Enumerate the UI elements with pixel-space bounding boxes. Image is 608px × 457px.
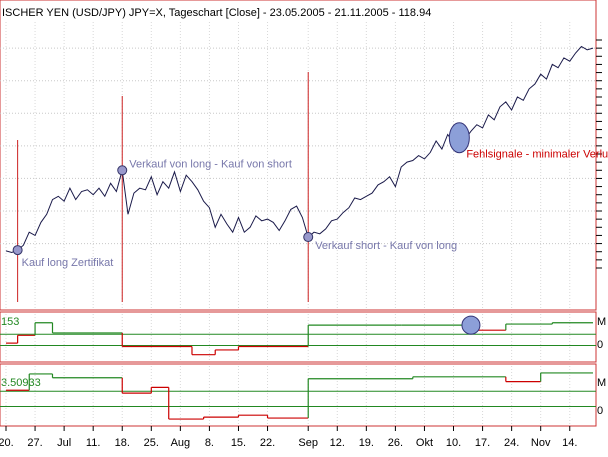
signal-markers <box>12 165 314 256</box>
indicator-marker <box>461 315 481 335</box>
x-tick-label: 25. <box>144 437 159 449</box>
main-gridlines <box>0 22 596 309</box>
indicator-2-series <box>0 366 596 426</box>
signal-label: Verkauf short - Kauf von long <box>315 240 457 252</box>
indicator-1-side-label-top: M <box>597 316 606 328</box>
indicator-2-side-label-top: M <box>597 377 606 389</box>
indicator-panel-2 <box>0 363 597 427</box>
chart-title: ISCHER YEN (USD/JPY) JPY=X, Tageschart [… <box>2 7 431 19</box>
x-tick-label: 27. <box>27 437 42 449</box>
x-tick-label: 20. <box>0 437 14 449</box>
signal-marker <box>303 232 314 243</box>
signal-labels: Kauf long Zertifikat Verkauf von long - K… <box>22 158 457 269</box>
x-tick-label: 26. <box>388 437 403 449</box>
x-tick-label: 15. <box>231 437 246 449</box>
x-tick-label: 19. <box>359 437 374 449</box>
x-tick-label: Sep <box>298 437 318 449</box>
x-tick-label: 24. <box>504 437 519 449</box>
signal-marker <box>12 245 23 256</box>
x-tick-label: 17. <box>475 437 490 449</box>
signal-lines <box>17 72 309 302</box>
indicator-1-side-label-bottom: 0 <box>597 339 603 351</box>
signal-marker <box>117 165 128 176</box>
x-tick-label: 8. <box>205 437 214 449</box>
indicator-2-side-label-bottom: 0 <box>597 405 603 417</box>
indicator-panel-1 <box>0 311 597 363</box>
price-series-line <box>5 45 594 254</box>
x-tick-label: 14. <box>562 437 577 449</box>
indicator-1-label: 153 <box>1 316 19 328</box>
main-panel <box>0 0 597 311</box>
x-tick-label: 11. <box>86 437 100 449</box>
signal-label: Kauf long Zertifikat <box>22 257 114 269</box>
x-tick-label: Okt <box>416 437 433 449</box>
right-axis-ticks <box>596 39 602 269</box>
x-tick-label: 10. <box>446 437 461 449</box>
indicator-1-series <box>0 314 596 360</box>
signal-label: Verkauf von long - Kauf von short <box>129 158 292 170</box>
indicator-2-label: 3.50933 <box>1 377 41 389</box>
x-tick-label: Nov <box>531 437 551 449</box>
annotation-marker <box>448 122 470 154</box>
annotation: Fehlsignale - minimaler Verlust <box>448 122 608 161</box>
x-tick-label: 12. <box>330 437 345 449</box>
x-axis: 20. 27. Jul 11. 18. 25. Aug 8. 15. 22. Sep 12. 19. 26… <box>0 426 577 449</box>
annotation-label: Fehlsignale - minimaler Verlust <box>466 149 608 161</box>
x-tick-label: 18. <box>115 437 130 449</box>
x-tick-label: 22. <box>260 437 275 449</box>
x-tick-label: Aug <box>171 437 191 449</box>
x-tick-label: Jul <box>57 437 71 449</box>
